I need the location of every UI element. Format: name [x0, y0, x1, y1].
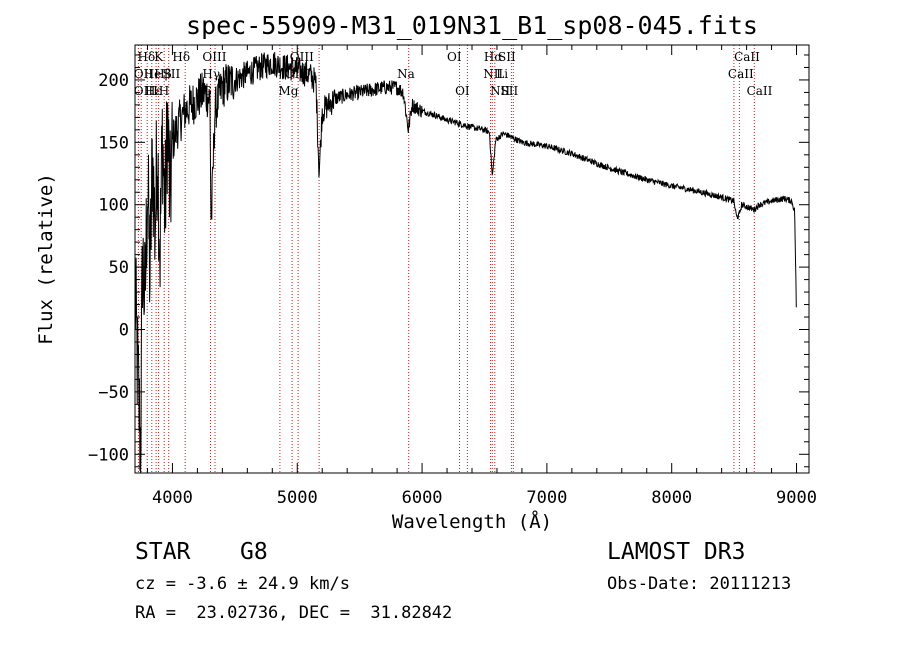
survey-name: LAMOST DR3	[607, 539, 746, 565]
line-label: He	[144, 67, 162, 81]
x-tick-label: 8000	[651, 488, 692, 508]
line-label: K	[154, 50, 164, 64]
object-subclass: G8	[240, 539, 268, 565]
object-type: STAR	[135, 539, 191, 565]
line-label: Hβ	[154, 67, 171, 81]
line-label: Hα	[484, 50, 503, 64]
line-label: OIII	[285, 67, 309, 81]
spectrum-line	[134, 51, 797, 474]
x-axis-label: Wavelength (Å)	[392, 510, 552, 533]
y-tick-label: −100	[88, 445, 129, 465]
spectrum-series	[134, 51, 797, 474]
line-label: CaII	[728, 67, 754, 81]
plot-frame	[134, 44, 810, 474]
y-tick-label: 100	[98, 196, 129, 216]
line-label: Hδ	[138, 50, 156, 64]
y-tick-label: −50	[98, 383, 129, 403]
line-label: OII	[134, 67, 154, 81]
line-label: OI	[447, 50, 462, 64]
velocity-text: cz = -3.6 ± 24.9 km/s	[135, 574, 350, 594]
line-label: SII	[498, 50, 516, 64]
line-label: CaII	[734, 50, 760, 64]
line-label: NII	[483, 67, 503, 81]
coordinates: RA = 23.02736, DEC = 31.82842	[135, 603, 453, 623]
line-label: Na	[397, 67, 415, 81]
x-tick-label: 7000	[526, 488, 567, 508]
x-tick-label: 9000	[776, 488, 817, 508]
y-axis-label: Flux (relative)	[35, 173, 57, 345]
marker-lines	[137, 45, 755, 473]
line-label: Hδ	[172, 50, 190, 64]
line-label: OIII	[202, 50, 226, 64]
x-tick-label: 4000	[152, 488, 193, 508]
obs-date: Obs-Date: 20111213	[607, 574, 792, 594]
y-tick-label: 150	[98, 133, 129, 153]
line-label: SII	[163, 67, 181, 81]
line-label: H	[159, 84, 169, 98]
y-tick-label: 50	[109, 258, 129, 278]
line-label: Mg	[279, 84, 299, 98]
line-label: NII	[490, 84, 510, 98]
chart-title: spec-55909-M31_019N31_B1_sp08-045.fits	[186, 11, 758, 40]
line-label: G	[202, 84, 212, 98]
axis-ticks: 4000 5000 6000 7000 8000 9000 −100 −50 0 50 100 150…	[88, 45, 817, 508]
line-label: OIII	[290, 50, 314, 64]
line-label: Hγ	[202, 67, 220, 81]
line-label: Hε	[145, 84, 162, 98]
line-label: SII	[501, 84, 519, 98]
line-label: OIII	[134, 84, 158, 98]
line-label: OI	[455, 84, 470, 98]
y-tick-label: 0	[119, 321, 129, 341]
x-tick-label: 5000	[277, 488, 318, 508]
y-tick-label: 200	[98, 71, 129, 91]
line-label: Li	[496, 67, 508, 81]
line-label: CaII	[747, 84, 773, 98]
x-tick-label: 6000	[402, 488, 443, 508]
